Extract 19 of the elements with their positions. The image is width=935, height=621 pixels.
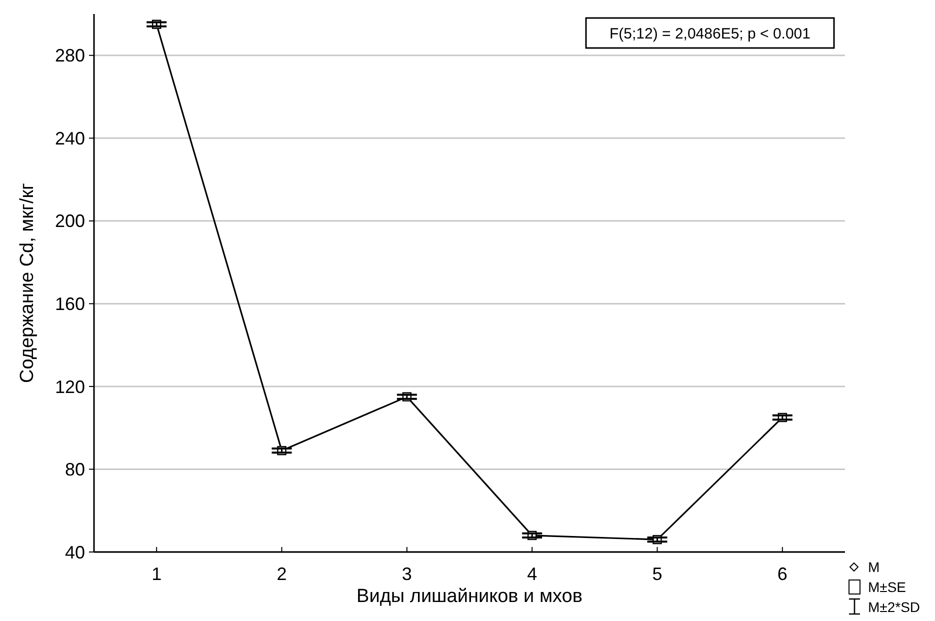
- text: M: [868, 558, 880, 575]
- x-axis-title: Виды лишайников и мхов: [356, 586, 582, 607]
- x-tick-label: 2: [276, 564, 287, 584]
- annotation: F(5;12) = 2,0486E5; p < 0.001: [610, 25, 810, 42]
- y-tick-label: 240: [54, 128, 85, 148]
- y-tick-label: 40: [64, 542, 85, 562]
- y-tick-label: 160: [54, 294, 85, 314]
- text: M±2*SD: [868, 598, 920, 615]
- x-tick-label: 3: [402, 564, 412, 584]
- y-tick-label: 200: [54, 211, 85, 232]
- x-tick-label: 5: [652, 564, 662, 584]
- x-tick-label: 1: [152, 564, 162, 584]
- text: M±SE: [868, 578, 906, 595]
- y-tick-label: 120: [54, 376, 85, 397]
- y-tick-label: 280: [54, 46, 85, 66]
- x-tick-label: 6: [777, 564, 788, 584]
- x-tick-label: 4: [527, 564, 538, 584]
- y-tick-label: 80: [64, 460, 85, 480]
- y-axis-title: Содержание Cd, мкг/кг: [17, 182, 38, 383]
